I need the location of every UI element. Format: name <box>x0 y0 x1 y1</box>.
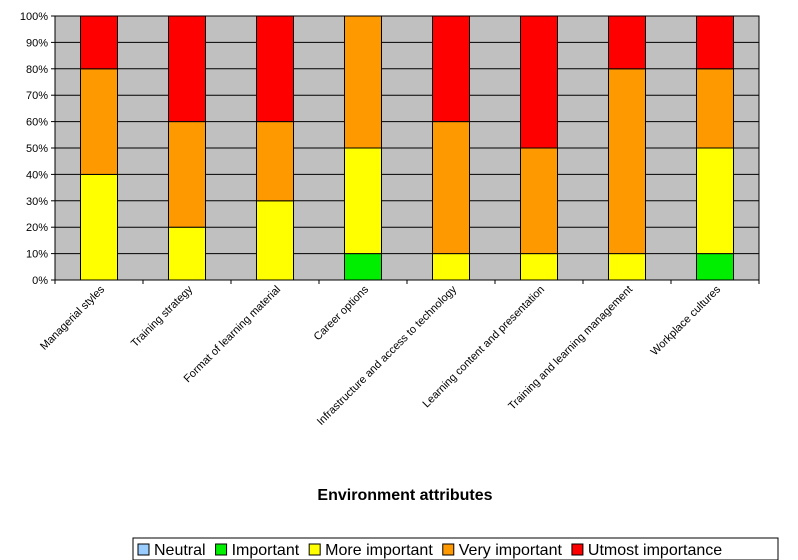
bar-segment-very-important <box>80 68 118 175</box>
legend: Neutral Important More important Very impor… <box>132 537 779 560</box>
x-category-label: Format of learning material <box>182 284 283 385</box>
y-tick-label: 20% <box>26 222 48 234</box>
legend-swatch <box>442 543 455 556</box>
y-tick-label: 40% <box>26 169 48 181</box>
bar-segment-more-important <box>168 226 206 281</box>
legend-label: More important <box>325 542 433 559</box>
bar-segment-very-important <box>256 121 294 202</box>
legend-swatch <box>215 543 228 556</box>
x-category-label: Managerial styles <box>38 283 107 352</box>
x-category-label: Career options <box>312 283 372 343</box>
legend-label: Very important <box>459 542 563 559</box>
legend-box <box>132 537 779 560</box>
y-tick-label: 100% <box>20 11 48 23</box>
bar-segment-very-important <box>432 121 470 255</box>
x-category-label: Training strategy <box>129 283 195 349</box>
bar-segment-very-important <box>696 68 734 149</box>
legend-label: Neutral <box>154 542 206 559</box>
bar-segment-utmost-importance <box>608 15 646 70</box>
legend-label: Utmost importance <box>588 542 722 559</box>
y-tick-label: 50% <box>26 143 48 155</box>
legend-swatch <box>571 543 584 556</box>
bar-segment-more-important <box>80 173 118 281</box>
bar-segment-more-important <box>696 147 734 255</box>
x-axis-category-labels: Managerial styles Training strategyFormat… <box>38 280 760 428</box>
bar-segment-very-important <box>520 147 558 255</box>
legend-swatch <box>137 543 150 556</box>
bar-segment-utmost-importance <box>256 15 294 123</box>
bar-segment-more-important <box>432 253 470 281</box>
y-axis-ticks: 0% 10% 20% 30% 40% 50% 60% 70% 80% 90% 100% <box>20 11 55 287</box>
y-tick-label: 90% <box>26 37 48 49</box>
x-axis-title: Environment attributes <box>317 487 492 504</box>
bar-segment-more-important <box>256 200 294 281</box>
bar-segment-very-important <box>344 15 382 149</box>
bar-segment-very-important <box>168 121 206 228</box>
y-tick-label: 30% <box>26 196 48 208</box>
bar-segment-utmost-importance <box>696 15 734 70</box>
y-tick-label: 60% <box>26 117 48 129</box>
y-tick-label: 80% <box>26 64 48 76</box>
bar-segment-important <box>344 253 382 281</box>
y-tick-label: 70% <box>26 90 48 102</box>
bar-segment-utmost-importance <box>80 15 118 70</box>
bar-segment-important <box>696 253 734 281</box>
bar-segment-very-important <box>608 68 646 255</box>
legend-swatch <box>308 543 321 556</box>
bars <box>80 15 734 281</box>
y-tick-label: 0% <box>32 275 48 287</box>
bar-segment-utmost-importance <box>432 15 470 123</box>
bar-segment-more-important <box>608 253 646 281</box>
y-tick-label: 10% <box>26 249 48 261</box>
legend-label: Important <box>232 542 300 559</box>
bar-segment-utmost-importance <box>520 15 558 149</box>
x-category-label: Infrastructure and access to technology <box>315 283 460 428</box>
x-category-label: Workplace cultures <box>649 283 724 358</box>
bar-segment-more-important <box>344 147 382 255</box>
bar-segment-utmost-importance <box>168 15 206 123</box>
bar-segment-more-important <box>520 253 558 281</box>
